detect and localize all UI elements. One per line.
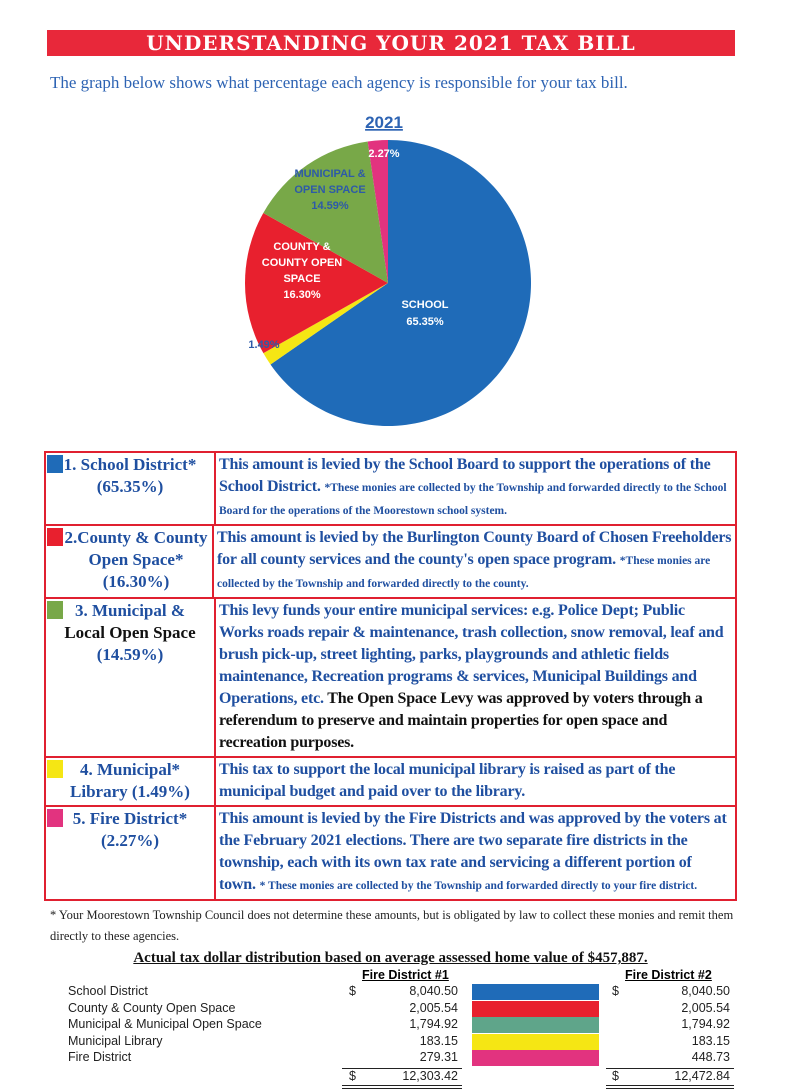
fd1-total-currency: $ <box>349 1068 356 1083</box>
legend-row-library: 4. Municipal* Library (1.49%) This tax t… <box>46 758 735 807</box>
value-library: 1.49% <box>248 339 279 351</box>
fire-swatch <box>47 809 63 827</box>
pie-chart: 2021 SCHOOL 65.35% 1.49% COUNTY & COUNTY… <box>244 113 531 427</box>
color-bar <box>472 984 599 1000</box>
row-label: Municipal & Municipal Open Space <box>68 1017 262 1031</box>
label-county-3: SPACE <box>283 273 320 285</box>
value-school: 65.35% <box>406 316 444 328</box>
pie-slice-fire <box>367 140 388 283</box>
label-county-2: COUNTY OPEN <box>262 257 343 269</box>
pie-slice-county <box>244 213 388 354</box>
label-municipal-2: OPEN SPACE <box>294 184 365 196</box>
intro-text: The graph below shows what percentage ea… <box>50 73 628 92</box>
fd2-amount: 8,040.50 <box>681 984 730 998</box>
color-bar <box>472 1000 599 1017</box>
legend-text: This tax to support the local municipal … <box>219 761 676 800</box>
legend-note: * These monies are collected by the Town… <box>259 880 698 892</box>
legend-pct: (16.30%) <box>102 572 170 591</box>
county-swatch <box>47 528 63 546</box>
legend-pct: (14.59%) <box>96 645 164 664</box>
fd1-amount: 279.31 <box>419 1050 458 1064</box>
label-municipal-1: MUNICIPAL & <box>294 168 365 180</box>
fire-district-2-header: Fire District #2 <box>625 968 712 982</box>
label-county-1: COUNTY & <box>273 241 330 253</box>
legend-note: *These monies are collected by the Towns… <box>219 482 727 517</box>
legend-row-fire: 5. Fire District* (2.27%) This amount is… <box>46 807 735 899</box>
row-label: School District <box>68 984 148 998</box>
legend-text: This amount is levied by the School Boar… <box>219 456 711 495</box>
distribution-title: Actual tax dollar distribution based on … <box>133 950 648 966</box>
fd1-currency: $ <box>349 984 356 998</box>
library-swatch <box>47 760 63 778</box>
fd2-total-currency: $ <box>612 1068 619 1083</box>
legend-note: *These monies are collected by the Towns… <box>217 555 711 590</box>
distribution-table: Fire District #1 Fire District #2 School… <box>44 968 737 1089</box>
municipal-swatch <box>47 601 63 619</box>
legend-title: 2.County & County Open Space* <box>64 528 208 569</box>
fd2-amount: 2,005.54 <box>681 1000 730 1015</box>
double-rule-1 <box>342 1084 462 1089</box>
legend-title: 3. Municipal & <box>74 601 186 620</box>
page-banner: UNDERSTANDING YOUR 2021 TAX BILL <box>47 30 735 56</box>
fd2-currency: $ <box>612 984 619 998</box>
chart-title: 2021 <box>365 113 403 132</box>
total-rule-2 <box>606 1067 734 1069</box>
color-bar <box>472 1050 599 1066</box>
row-label: Fire District <box>68 1050 132 1064</box>
legend-text: This amount is levied by the Burlington … <box>217 529 732 568</box>
legend-title: 1. School District* <box>63 455 197 474</box>
pie-slice-municipal <box>263 141 388 283</box>
legend-title: 4. Municipal* <box>79 760 181 779</box>
legend-text: This levy funds your entire municipal se… <box>219 602 724 707</box>
legend-pct: Library (1.49%) <box>70 782 190 801</box>
value-county: 16.30% <box>283 289 321 301</box>
double-rule-2 <box>606 1084 734 1089</box>
fd1-amount: 2,005.54 <box>409 1000 458 1015</box>
fd2-amount: 183.15 <box>691 1033 730 1048</box>
fd1-amount: 8,040.50 <box>409 984 458 998</box>
fd2-amount: 1,794.92 <box>681 1017 730 1031</box>
legend-pct: (2.27%) <box>100 831 160 850</box>
fd1-amount: 1,794.92 <box>409 1017 458 1031</box>
legend-text: This amount is levied by the Fire Distri… <box>219 810 727 893</box>
row-label: County & County Open Space <box>68 1000 236 1015</box>
fd2-total: 12,472.84 <box>674 1068 730 1083</box>
color-bar <box>472 1033 599 1050</box>
lower-section: 1. School District* (65.35%) This amount… <box>44 451 737 1089</box>
label-school: SCHOOL <box>401 299 448 311</box>
legend-title-2: Local Open Space <box>64 623 196 642</box>
fd1-total: 12,303.42 <box>402 1068 458 1083</box>
legend-pct: (65.35%) <box>96 477 164 496</box>
legend-title: 5. Fire District* <box>72 809 188 828</box>
tax-bill-page: UNDERSTANDING YOUR 2021 TAX BILL The gra… <box>44 30 737 1089</box>
agency-legend-table: 1. School District* (65.35%) This amount… <box>44 451 737 901</box>
fd2-amount: 448.73 <box>691 1050 730 1064</box>
pie-slice-school <box>270 140 531 427</box>
value-fire: 2.27% <box>368 148 399 160</box>
school-swatch <box>47 455 63 473</box>
total-rule-1 <box>342 1067 462 1069</box>
fd1-amount: 183.15 <box>419 1033 458 1048</box>
legend-row-county: 2.County & County Open Space* (16.30%) T… <box>46 526 735 599</box>
pie-slice-library <box>263 283 388 365</box>
fire-district-1-header: Fire District #1 <box>362 968 449 982</box>
footnote: * Your Moorestown Township Council does … <box>50 908 734 943</box>
color-bar <box>472 1017 599 1033</box>
legend-row-municipal: 3. Municipal & Local Open Space (14.59%)… <box>46 599 735 758</box>
value-municipal: 14.59% <box>311 200 349 212</box>
row-label: Municipal Library <box>68 1033 163 1048</box>
legend-note: The Open Space Levy was approved by vote… <box>219 690 703 751</box>
legend-row-school: 1. School District* (65.35%) This amount… <box>46 453 735 526</box>
